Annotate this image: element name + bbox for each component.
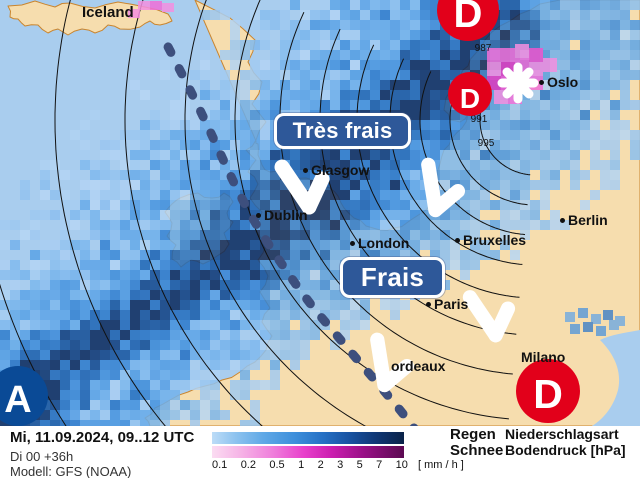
svg-text:991: 991 <box>471 114 488 125</box>
svg-text:995: 995 <box>478 138 495 149</box>
svg-text:987: 987 <box>475 43 492 54</box>
